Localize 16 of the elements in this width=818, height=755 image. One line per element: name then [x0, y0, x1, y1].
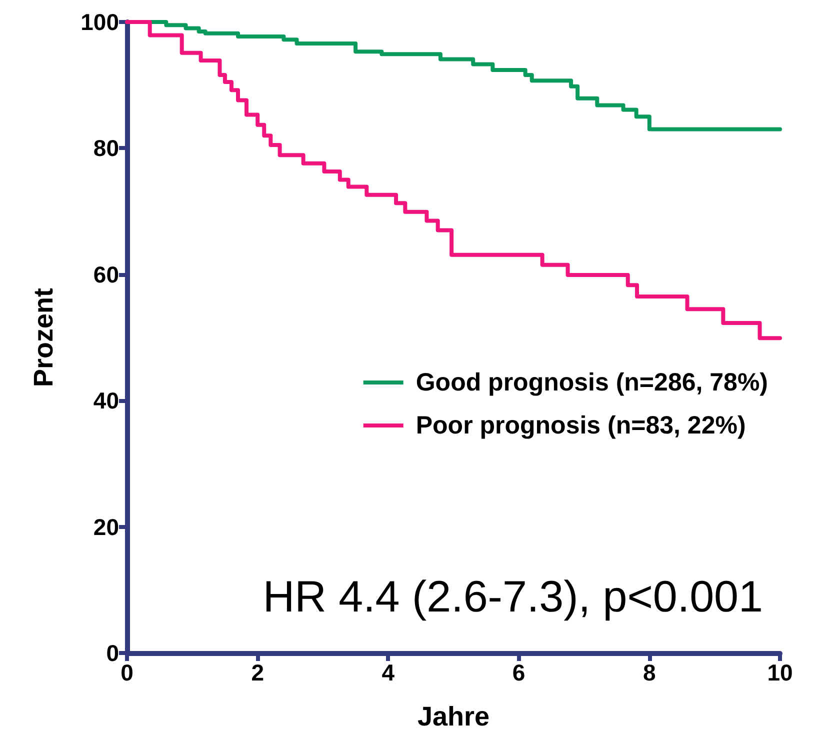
x-tick-label: 6 [512, 660, 526, 686]
y-tick-label: 100 [80, 9, 119, 35]
x-axis-title: Jahre [417, 702, 490, 732]
y-tick-label: 60 [93, 261, 119, 288]
annotation: HR 4.4 (2.6-7.3), p<0.001 [262, 572, 764, 622]
x-tick-label: 4 [382, 660, 395, 686]
legend-label: Good prognosis (n=286, 78%) [416, 368, 768, 396]
x-tick-label: 10 [767, 660, 793, 686]
y-tick-label: 20 [93, 514, 119, 540]
y-tick-label: 40 [93, 388, 119, 414]
y-axis-title: Prozent [28, 288, 58, 388]
y-tick-label: 0 [106, 640, 119, 666]
x-tick-label: 2 [251, 660, 264, 686]
x-tick-label: 8 [643, 660, 656, 686]
legend-label: Poor prognosis (n=83, 22%) [416, 412, 746, 440]
y-tick-label: 80 [93, 135, 119, 162]
